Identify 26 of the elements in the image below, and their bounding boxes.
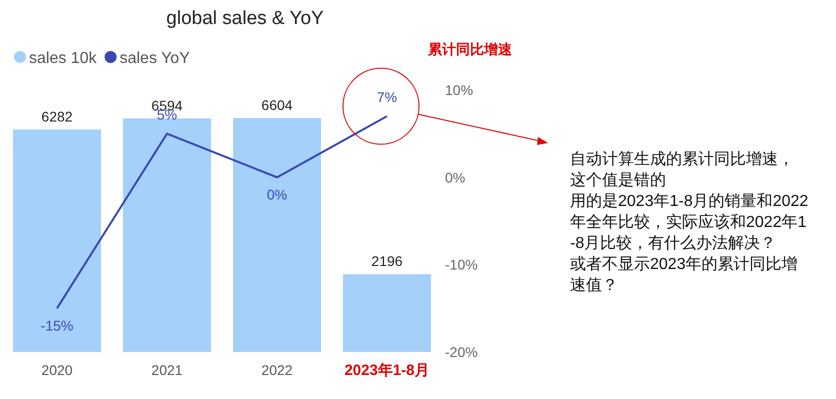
bar <box>343 274 431 352</box>
data-label: 7% <box>376 89 398 106</box>
text: 或者不显示2023年的累计同比增速值？ <box>570 255 798 294</box>
text: 累计同比增速 <box>427 41 513 57</box>
data-label: 6604 <box>261 97 293 114</box>
bar <box>233 118 321 352</box>
data-label: 0% <box>266 186 288 202</box>
x-tick-label: 2020 <box>41 362 73 378</box>
x-tick-label: 2023年1-8月 <box>344 362 430 379</box>
y2-tick-label: -20% <box>445 344 478 360</box>
legend-label: sales YoY <box>120 50 190 67</box>
data-label: 6282 <box>41 108 73 124</box>
x-tick-label: 2021 <box>151 362 183 378</box>
data-label: 2196 <box>371 253 403 270</box>
text: 这个值是错的 <box>570 171 666 189</box>
y2-tick-label: -10% <box>445 256 478 273</box>
text: 用的是2023年1-8月的销量和2022年全年比较，实际应该和2022年1-8月比较，有什么办法解决？ <box>570 192 808 252</box>
bar <box>13 129 101 352</box>
data-label: -15% <box>40 317 74 334</box>
bar <box>123 118 211 352</box>
chart-title: global sales & YoY <box>166 8 324 29</box>
legend-label: sales 10k <box>29 50 98 67</box>
y2-tick-label: 10% <box>445 82 474 98</box>
text: 自动计算生成的累计同比增速， <box>570 150 794 168</box>
x-tick-label: 2022 <box>261 362 293 378</box>
y2-tick-label: 0% <box>445 169 466 186</box>
